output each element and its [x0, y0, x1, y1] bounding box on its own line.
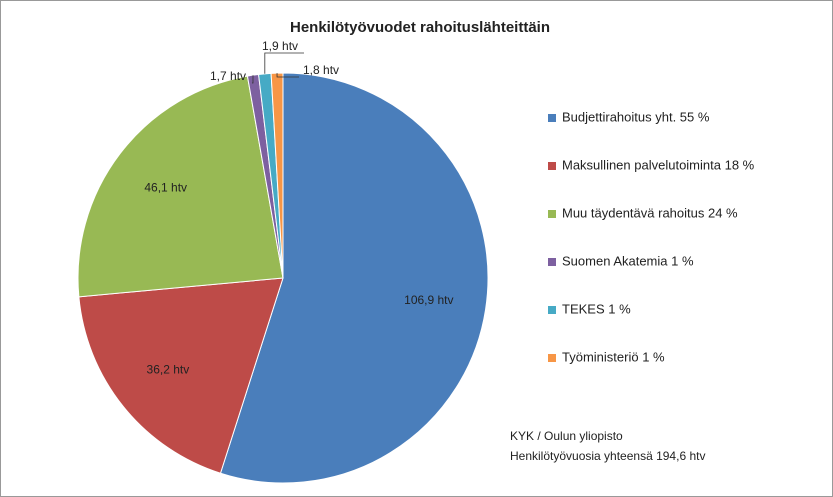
- annotation: KYK / Oulun yliopisto: [510, 429, 623, 443]
- data-label: 1,8 htv: [303, 63, 339, 77]
- data-label: 1,9 htv: [262, 39, 298, 53]
- legend-swatch: [548, 162, 556, 170]
- legend-swatch: [548, 258, 556, 266]
- annotation: Henkilötyövuosia yhteensä 194,6 htv: [510, 449, 705, 463]
- legend-swatch: [548, 210, 556, 218]
- legend-label: Maksullinen palvelutoiminta 18 %: [562, 157, 755, 172]
- legend-label: Budjettirahoitus yht. 55 %: [562, 109, 710, 124]
- data-label: 106,9 htv: [404, 293, 453, 307]
- pie-slice: [77, 75, 284, 298]
- data-label: 36,2 htv: [147, 363, 190, 377]
- legend-label: Työministeriö 1 %: [562, 349, 665, 364]
- legend-label: Muu täydentävä rahoitus 24 %: [562, 205, 738, 220]
- legend-label: Suomen Akatemia 1 %: [562, 253, 694, 268]
- legend-swatch: [548, 354, 556, 362]
- legend-label: TEKES 1 %: [562, 301, 631, 316]
- leader-line: [264, 52, 304, 74]
- pie-slice: [78, 277, 284, 474]
- data-label: 1,7 htv: [210, 69, 246, 83]
- legend-swatch: [548, 306, 556, 314]
- data-label: 46,1 htv: [144, 181, 187, 195]
- legend-swatch: [548, 114, 556, 122]
- chart-title: Henkilötyövuodet rahoituslähteittäin: [290, 19, 550, 36]
- leader-line: [252, 75, 254, 84]
- pie-slice: [219, 72, 489, 484]
- leader-line: [276, 73, 299, 78]
